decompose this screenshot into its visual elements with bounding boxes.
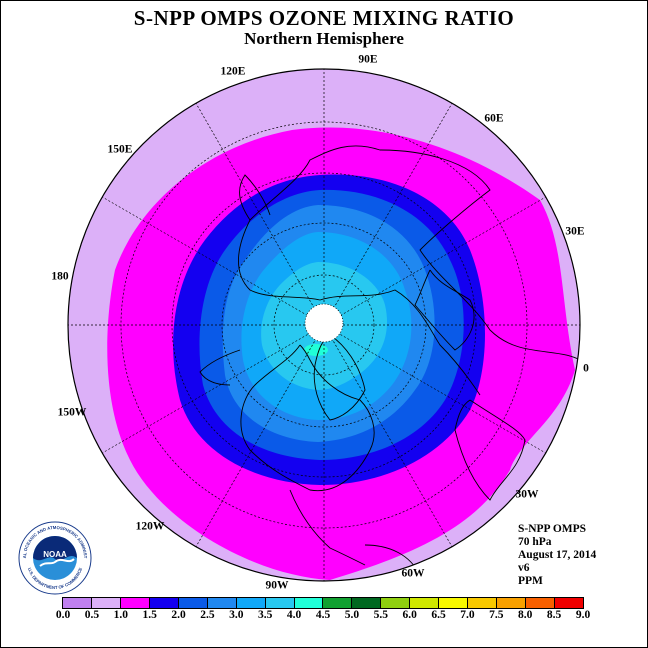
colorbar [62,597,584,609]
colorbar-swatch [468,598,498,608]
meridians [68,69,580,581]
colorbar-swatch [497,598,526,608]
info-panel: S-NPP OMPS 70 hPa August 17, 2014 v6 PPM [518,523,596,588]
longitude-label: 90W [266,580,290,592]
map-boundary [67,68,581,582]
longitude-label: 180 [51,271,69,283]
meridian-line [102,334,308,454]
colorbar-tick-label: 8.5 [546,609,562,621]
longitude-label: 120W [136,521,165,533]
meridian-line [333,103,453,309]
colorbar-swatch [554,598,583,608]
colorbar-tick-label: 8.0 [518,609,533,621]
colorbar-tick-label: 6.0 [402,609,417,621]
colorbar-ticks: 0.0 0.5 1.0 1.5 2.0 2.5 3.0 3.5 4.0 4.5 5.0 5.5 6.0 6… [0,609,648,625]
info-instrument: S-NPP OMPS [518,523,587,535]
map-subtitle: Northern Hemisphere [244,29,404,48]
colorbar-tick-label: 0.5 [84,609,100,621]
longitude-label: 90E [358,54,378,66]
colorbar-tick-label: 2.5 [200,609,215,621]
longitude-label: 30W [516,489,540,501]
colorbar-swatch [265,598,295,608]
colorbar-tick-label: 1.0 [113,609,128,621]
colorbar-swatch [91,598,121,608]
map-title: S-NPP OMPS OZONE MIXING RATIO [133,6,515,30]
colorbar-tick-label: 7.0 [460,609,475,621]
colorbar-swatch [149,598,179,608]
colorbar-swatch [207,598,237,608]
colorbar-swatch [178,598,208,608]
colorbar-tick-label: 5.5 [373,609,388,621]
meridian-line [340,334,546,454]
coastline-kamchatka [239,174,271,221]
logo-gull-icon [39,558,75,567]
colorbar-swatch [439,598,469,608]
colorbar-tick-label: 7.5 [489,609,504,621]
meridian-line [195,341,315,547]
pole-hole [304,303,344,343]
logo-center-text: NOAA [43,550,67,559]
noaa-logo: NATIONAL OCEANIC AND ATMOSPHERIC ADMINIS… [18,521,92,595]
longitude-label: 150W [58,407,87,419]
longitude-label: 60E [484,113,504,125]
colorbar-tick-label: 2.0 [171,609,186,621]
zone-4-0-ppm [304,344,328,356]
colorbar-swatch [120,598,150,608]
colorbar-tick-label: 3.5 [258,609,273,621]
colorbar-tick-label: 0.0 [55,609,71,621]
colorbar-tick-label: 5.0 [344,609,360,621]
meridian-line [333,341,453,547]
longitude-label: 150E [108,144,133,156]
latitude-circle-80n [273,274,375,376]
coastline-central-america [289,489,366,566]
colorbar-tick-label: 4.5 [315,609,331,621]
longitude-label: 30E [565,226,585,238]
info-units: PPM [518,575,543,587]
meridian-line [340,196,546,316]
colorbar-swatch [294,598,324,608]
latitude-circle-70n [221,222,427,428]
meridian-line [102,196,308,316]
colorbar-tick-label: 1.5 [142,609,157,621]
colorbar-tick-label: 9.0 [575,609,591,621]
colorbar-swatch [381,598,411,608]
coastline-eurasia [238,145,580,396]
colorbar-swatch [236,598,266,608]
colorbar-swatch [323,598,353,608]
coastline-africa [454,399,526,501]
coastline-greenland [313,334,366,421]
colorbar-swatch [526,598,555,608]
meridian-line [195,103,315,309]
info-level: 70 hPa [518,536,552,548]
info-version: v6 [518,562,530,574]
colorbar-tick-label: 4.0 [286,609,302,621]
colorbar-tick-label: 6.5 [431,609,446,621]
coastline-alaska [199,349,241,386]
colorbar-swatch [410,598,440,608]
colorbar-tick-label: 3.0 [229,609,244,621]
longitude-label: 0 [583,363,589,375]
coastline-europe [414,269,475,351]
longitude-label: 120E [221,66,246,78]
longitude-labels: 90E 60E 30E 0 30W 60W 90W 120W 150W 180 150E 120E [51,54,589,592]
colorbar-swatch [63,598,92,608]
info-date: August 17, 2014 [518,549,597,561]
colorbar-swatch [352,598,382,608]
longitude-label: 60W [402,568,426,580]
